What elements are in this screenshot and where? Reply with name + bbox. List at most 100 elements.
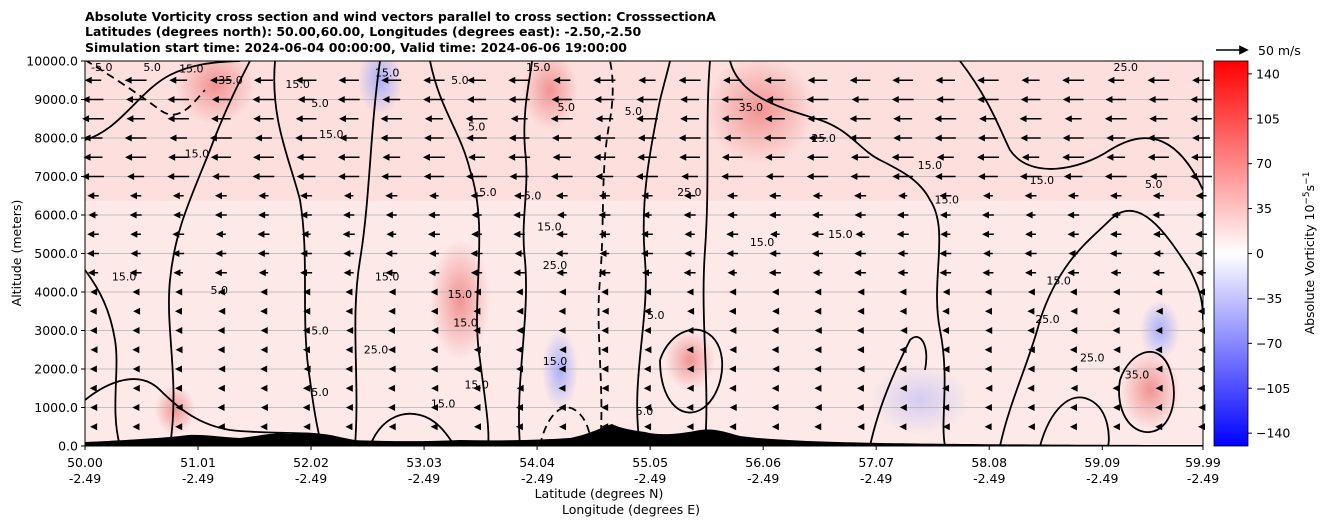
wind-vector <box>598 269 611 277</box>
contour-line <box>636 61 671 446</box>
wind-vector <box>1110 230 1122 238</box>
wind-vector <box>516 307 524 315</box>
wind-vector <box>345 384 353 392</box>
wind-vector <box>1148 96 1169 103</box>
wind-vector <box>465 115 488 123</box>
wind-vector <box>82 115 104 123</box>
wind-vector <box>641 192 653 200</box>
wind-vector <box>175 346 183 354</box>
y-axis-ticks: 0.0 1000.0 2000.0 3000.0 4000.0 5000.0 6000.0 7… <box>26 54 85 454</box>
wind-vector <box>806 173 829 180</box>
wind-vector <box>508 96 530 103</box>
wind-vector <box>429 192 439 200</box>
wind-vector <box>636 96 658 103</box>
wind-vector <box>124 134 147 142</box>
wind-vector <box>1106 153 1126 161</box>
wind-vector <box>300 192 313 200</box>
wind-vector <box>683 192 696 200</box>
wind-vector <box>857 423 865 431</box>
wind-vector <box>644 423 652 431</box>
shade-blob <box>155 385 195 435</box>
x-tick-label-lat: 59.09 <box>1084 455 1120 470</box>
contour-label: 25.0 <box>677 186 702 199</box>
wind-vector <box>515 346 523 354</box>
wind-vector <box>680 115 700 123</box>
wind-vector <box>593 76 616 84</box>
wind-vector <box>643 327 651 334</box>
wind-vector <box>423 173 445 180</box>
wind-vector <box>132 365 140 373</box>
contour-label: 15.0 <box>453 317 478 330</box>
wind-vector <box>1155 404 1163 411</box>
contour-line <box>1118 351 1175 433</box>
contour-label: 15.0 <box>375 66 400 79</box>
colorbar-tick-label: −35 <box>1256 291 1282 306</box>
wind-vector <box>899 346 907 354</box>
wind-vector <box>90 346 98 354</box>
contour-labels: -5.0 5.0 15.035.0 15.05.015.015.015.05.05.0… <box>91 61 1162 418</box>
wind-vector <box>687 307 695 315</box>
wind-vector <box>814 288 822 296</box>
wind-vector <box>1027 404 1035 411</box>
x-tick-label-lat: 53.03 <box>406 455 442 470</box>
wind-vector <box>550 115 573 123</box>
x-tick-label-lon: -2.49 <box>521 471 553 486</box>
wind-vector <box>302 384 310 392</box>
wind-vector <box>1020 134 1041 142</box>
contour-label: 25.0 <box>1035 313 1060 326</box>
wind-vector <box>260 307 268 315</box>
wind-vector <box>1067 211 1080 219</box>
wind-vector <box>556 269 568 277</box>
wind-vector <box>726 230 739 238</box>
x-tick-label-lon: -2.49 <box>295 471 327 486</box>
wind-vector <box>1155 346 1163 354</box>
y-tick-label: 8000.0 <box>34 131 78 146</box>
wind-vector <box>428 250 439 257</box>
quiver-key: 50 m/s <box>1216 43 1301 58</box>
wind-vector <box>174 307 182 315</box>
x-tick-label-lon: -2.49 <box>182 471 214 486</box>
x-tick-label-lon: -2.49 <box>747 471 779 486</box>
wind-vector <box>727 211 738 219</box>
wind-vector <box>891 96 914 103</box>
wind-vector <box>303 365 311 373</box>
x-tick-label-lon: -2.49 <box>1187 471 1219 486</box>
wind-vector <box>217 346 225 354</box>
wind-vector <box>1067 269 1079 277</box>
wind-vector <box>385 192 398 200</box>
wind-vector <box>468 153 485 161</box>
wind-vector <box>939 269 952 277</box>
wind-vector <box>678 134 701 142</box>
x-tick-label-lat: 50.00 <box>67 455 103 470</box>
wind-vector <box>726 250 739 257</box>
wind-vector <box>1070 327 1078 334</box>
contour-label: 15.0 <box>185 147 210 160</box>
wind-vector <box>723 134 741 142</box>
terrain <box>85 424 1203 446</box>
wind-vector <box>892 76 914 84</box>
wind-vector <box>1027 384 1035 392</box>
wind-vector <box>814 307 822 315</box>
wind-vector <box>473 327 481 334</box>
contour-label: 25.0 <box>1080 351 1105 364</box>
wind-vector <box>257 250 270 257</box>
wind-vector <box>300 211 312 219</box>
wind-vector <box>385 211 397 219</box>
wind-vector <box>132 346 140 354</box>
wind-vector <box>1155 307 1163 315</box>
wind-vector <box>218 365 226 373</box>
wind-vector <box>598 192 610 200</box>
wind-vector <box>1155 288 1163 296</box>
wind-vector <box>942 384 950 392</box>
wind-vector <box>89 327 97 334</box>
wind-vector <box>1062 76 1085 84</box>
wind-vector <box>345 307 353 315</box>
contour-label: 15.0 <box>464 378 489 391</box>
wind-vector <box>1149 173 1167 180</box>
x-tick-label-lat: 52.02 <box>293 455 329 470</box>
wind-vector <box>430 365 438 373</box>
wind-vector <box>214 211 227 219</box>
wind-vector <box>855 230 865 238</box>
wind-vector <box>217 327 225 334</box>
wind-vector <box>977 134 998 142</box>
